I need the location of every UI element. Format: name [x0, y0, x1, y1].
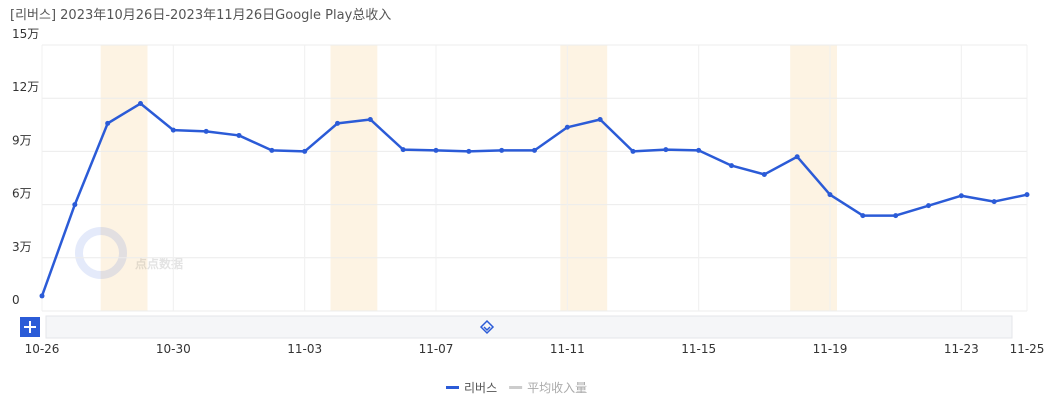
x-tick-label: 11-07	[419, 342, 454, 356]
series-line	[40, 102, 1028, 297]
data-zoom-slider[interactable]	[20, 315, 1013, 339]
slider-handle[interactable]	[479, 319, 495, 335]
x-tick-label: 11-23	[944, 342, 979, 356]
data-point	[663, 147, 669, 153]
watermark-logo	[75, 227, 127, 279]
data-point	[72, 202, 78, 208]
data-point	[794, 154, 800, 160]
data-point	[302, 148, 308, 154]
data-point	[39, 293, 45, 299]
legend-label: 平均收入量	[527, 381, 587, 395]
data-point	[203, 128, 209, 134]
x-tick-label: 11-25	[1010, 342, 1045, 356]
y-tick-label: 0	[12, 293, 20, 307]
data-point	[860, 213, 866, 219]
x-tick-label: 11-11	[550, 342, 585, 356]
data-point	[729, 163, 734, 169]
data-point	[564, 124, 570, 130]
data-point	[105, 120, 111, 126]
data-point	[466, 148, 472, 154]
slider-track[interactable]	[45, 315, 1013, 339]
data-point	[400, 147, 406, 153]
y-tick-label: 6万	[12, 187, 32, 201]
data-point	[236, 132, 242, 138]
y-tick-label: 9万	[12, 133, 32, 147]
weekend-band	[330, 45, 378, 311]
data-point	[367, 116, 373, 122]
watermark-text: 点点数据	[135, 256, 183, 271]
data-point	[499, 147, 505, 153]
chart-title: [리버스] 2023年10月26日-2023年11月26日Google Play…	[10, 8, 391, 23]
data-point	[926, 203, 931, 209]
weekend-band	[560, 45, 608, 311]
data-point	[827, 192, 833, 198]
weekend-band	[100, 45, 148, 311]
data-point	[269, 147, 275, 153]
legend-swatch	[446, 386, 459, 389]
data-point	[958, 193, 964, 199]
x-tick-label: 11-03	[287, 342, 322, 356]
x-tick-label: 11-19	[813, 342, 848, 356]
data-point	[1024, 192, 1030, 198]
x-tick-label: 10-30	[156, 342, 191, 356]
weekend-band	[790, 45, 837, 311]
x-tick-label: 11-15	[681, 342, 716, 356]
data-point	[630, 148, 636, 154]
data-point	[597, 116, 603, 122]
y-tick-label: 15万	[12, 27, 39, 41]
data-point	[761, 171, 767, 177]
data-point	[532, 147, 537, 153]
watermark: 点点数据	[75, 227, 183, 279]
x-tick-label: 10-26	[25, 342, 60, 356]
y-tick-label: 3万	[12, 240, 32, 254]
data-point	[991, 199, 997, 205]
legend-label: 리버스	[464, 381, 497, 395]
data-point	[696, 147, 702, 153]
data-point	[138, 101, 143, 107]
data-point	[170, 127, 176, 133]
data-point	[433, 147, 439, 153]
data-point	[335, 120, 340, 126]
data-point	[893, 213, 899, 219]
plus-icon	[24, 321, 36, 333]
legend-swatch	[509, 386, 523, 389]
y-tick-label: 12万	[12, 80, 39, 94]
